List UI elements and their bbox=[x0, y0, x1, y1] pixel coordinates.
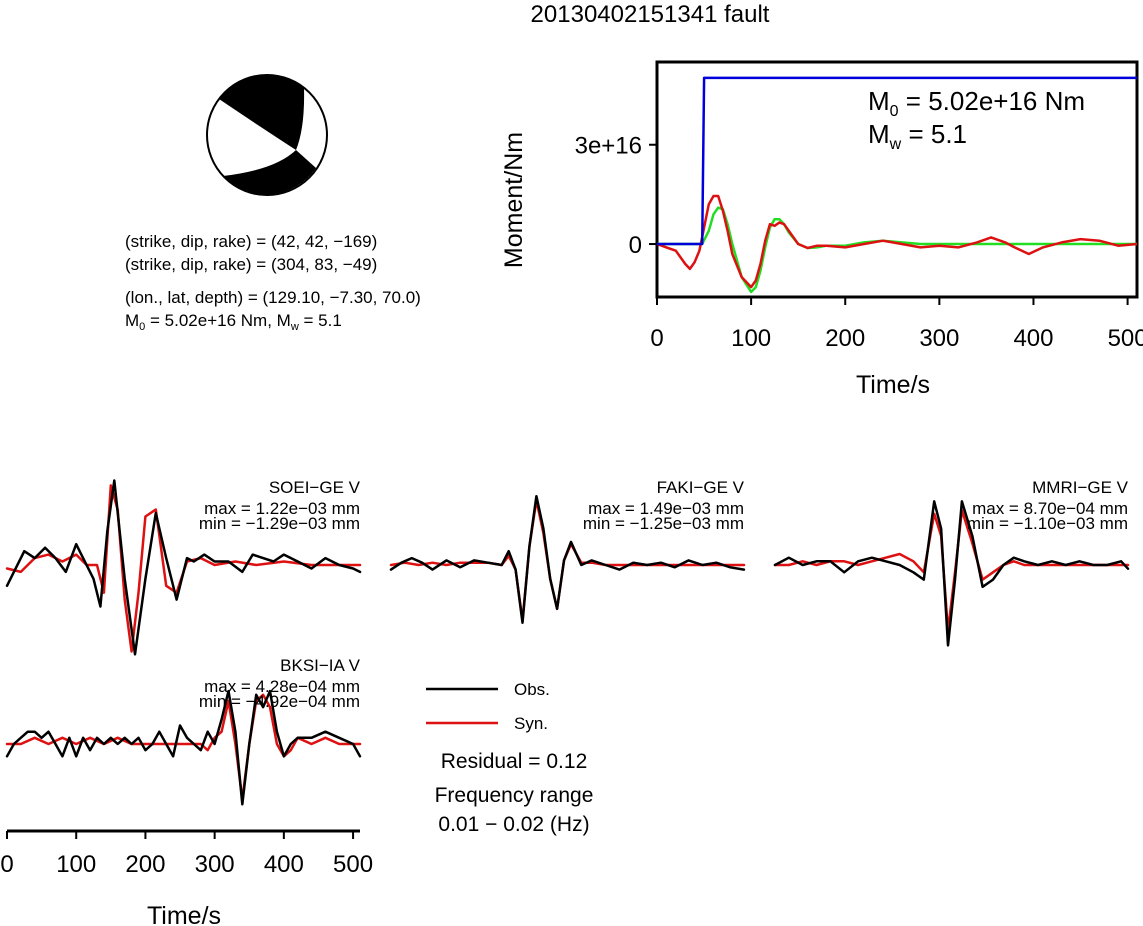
waveform-xtick-label: 100 bbox=[56, 851, 96, 878]
moment-xtick-label: 300 bbox=[919, 325, 959, 352]
station-min-mmri: min = −1.10e−03 mm bbox=[967, 514, 1128, 533]
beachball bbox=[206, 74, 328, 196]
legend: Obs. Syn. Residual = 0.12 Frequency rang… bbox=[426, 680, 593, 836]
moment-xtick-label: 200 bbox=[825, 325, 865, 352]
frequency-range-title: Frequency range bbox=[435, 784, 594, 807]
mechanism-line-4: M0 = 5.02e+16 Nm, Mw = 5.1 bbox=[125, 311, 342, 333]
station-max-bksi: max = 4.28e−04 mm bbox=[204, 677, 360, 696]
page-title: 20130402151341 fault bbox=[531, 1, 770, 28]
moment-series-green bbox=[657, 206, 1137, 294]
mechanism-line-3: (lon., lat, depth) = (129.10, −7.30, 70.… bbox=[125, 288, 421, 307]
station-label-mmri: MMRI−GE V bbox=[1032, 478, 1129, 497]
beachball-compression-lower bbox=[223, 150, 316, 195]
station-label-faki: FAKI−GE V bbox=[657, 478, 745, 497]
waveform-xtick-label: 200 bbox=[125, 851, 165, 878]
mechanism-line-2: (strike, dip, rake) = (304, 83, −49) bbox=[125, 255, 377, 274]
moment-series-blue bbox=[657, 76, 1137, 246]
moment-ylabel: Moment/Nm bbox=[500, 132, 528, 268]
moment-plot-frame bbox=[655, 60, 1139, 299]
waveform-mmri-obs bbox=[773, 500, 1130, 647]
waveform-xtick-label: 400 bbox=[264, 851, 304, 878]
moment-m0-annotation: M0 = 5.02e+16 Nm bbox=[868, 86, 1085, 120]
moment-axis-ticks: 0 100 200 300 400 500 3e+16 0 bbox=[575, 133, 1143, 352]
waveform-xlabel: Time/s bbox=[147, 902, 221, 926]
frequency-range-value: 0.01 − 0.02 (Hz) bbox=[438, 813, 589, 836]
station-max-faki: max = 1.49e−03 mm bbox=[588, 499, 744, 518]
moment-xtick-label: 0 bbox=[650, 325, 663, 352]
moment-curves bbox=[656, 76, 1138, 294]
station-max-mmri: max = 8.70e−04 mm bbox=[972, 499, 1128, 518]
moment-ytick-label: 3e+16 bbox=[575, 133, 642, 160]
station-min-faki: min = −1.25e−03 mm bbox=[583, 514, 744, 533]
station-label-soei: SOEI−GE V bbox=[269, 478, 361, 497]
residual-text: Residual = 0.12 bbox=[441, 750, 588, 773]
mechanism-line-1: (strike, dip, rake) = (42, 42, −169) bbox=[125, 232, 377, 251]
waveform-soei-obs bbox=[5, 479, 362, 656]
moment-mw-annotation: Mw = 5.1 bbox=[868, 119, 967, 153]
waveform-soei-syn bbox=[5, 484, 362, 653]
station-min-bksi: min = −4.92e−04 mm bbox=[199, 692, 360, 711]
moment-xtick-label: 500 bbox=[1108, 325, 1143, 352]
station-waveforms bbox=[5, 479, 1130, 806]
station-max-soei: max = 1.22e−03 mm bbox=[204, 499, 360, 518]
beachball-compression-upper bbox=[219, 75, 305, 150]
station-min-soei: min = −1.29e−03 mm bbox=[199, 514, 360, 533]
legend-syn-label: Syn. bbox=[514, 714, 548, 733]
moment-xlabel: Time/s bbox=[856, 371, 930, 399]
legend-obs-label: Obs. bbox=[514, 680, 550, 699]
moment-xtick-label: 400 bbox=[1013, 325, 1053, 352]
waveform-faki-obs bbox=[389, 494, 746, 624]
waveform-axis-ticks: 0 100 200 300 400 500 bbox=[0, 831, 373, 878]
waveform-xtick-label: 500 bbox=[333, 851, 373, 878]
moment-series-red bbox=[656, 194, 1138, 289]
station-label-bksi: BKSI−IA V bbox=[280, 656, 361, 675]
waveform-bksi-obs bbox=[5, 689, 362, 806]
moment-ytick-label: 0 bbox=[629, 232, 642, 259]
waveform-xtick-label: 300 bbox=[195, 851, 235, 878]
waveform-xtick-label: 0 bbox=[0, 851, 13, 878]
moment-xtick-label: 100 bbox=[731, 325, 771, 352]
waveform-time-axis: 0 100 200 300 400 500 Time/s bbox=[0, 829, 373, 926]
